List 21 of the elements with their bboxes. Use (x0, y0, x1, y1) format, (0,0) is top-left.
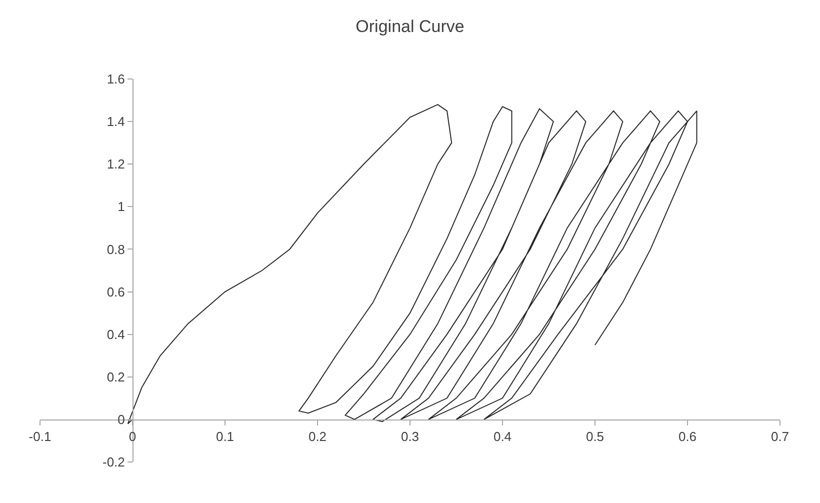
y-tick-label: -0.2 (102, 454, 125, 470)
y-tick-label: 1 (118, 199, 125, 214)
y-tick-label: 0.6 (106, 284, 125, 300)
x-tick-label: 0.2 (308, 429, 327, 444)
y-tick-label: 1.6 (106, 72, 125, 87)
x-tick-label: 0 (128, 429, 136, 444)
x-tick-label: 0.3 (400, 429, 420, 444)
y-tick-label: 0 (118, 412, 125, 427)
chart-title: Original Curve (356, 17, 464, 36)
y-tick-label: 0.8 (106, 242, 125, 257)
x-tick-label: 0.6 (678, 429, 697, 444)
y-tick-label: 0.2 (106, 369, 125, 384)
x-tick-label: -0.1 (28, 429, 52, 444)
y-tick-label: 0.4 (106, 326, 125, 342)
y-tick-label: 1.4 (106, 114, 125, 130)
line-series (127, 104, 698, 424)
x-tick-label: 0.7 (770, 429, 790, 444)
x-tick-label: 0.5 (586, 429, 604, 444)
x-tick-label: 0.4 (493, 429, 512, 444)
x-tick-label: 0.1 (216, 429, 234, 444)
y-tick-label: 1.2 (106, 156, 125, 172)
